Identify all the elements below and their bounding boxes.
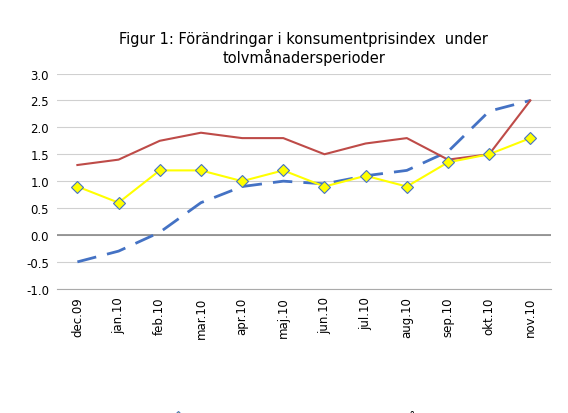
Åland — [486, 152, 492, 157]
Sverige — [115, 201, 122, 206]
Finland — [527, 99, 534, 104]
Åland — [239, 136, 245, 141]
Finland — [74, 260, 81, 265]
Åland — [115, 158, 122, 163]
Åland — [156, 139, 163, 144]
Finland — [321, 182, 328, 187]
Finland — [445, 150, 452, 154]
Sverige — [527, 136, 534, 141]
Finland — [362, 174, 369, 179]
Sverige — [239, 179, 245, 184]
Line: Sverige: Sverige — [73, 135, 534, 207]
Åland — [403, 136, 410, 141]
Finland — [156, 230, 163, 235]
Finland — [239, 185, 245, 190]
Finland — [198, 201, 204, 206]
Åland — [321, 152, 328, 157]
Sverige — [362, 174, 369, 179]
Sverige — [280, 169, 287, 173]
Åland — [445, 158, 452, 163]
Sverige — [403, 185, 410, 190]
Line: Åland: Åland — [77, 101, 531, 166]
Åland — [74, 163, 81, 168]
Åland — [527, 99, 534, 104]
Sverige — [486, 152, 492, 157]
Finland — [403, 169, 410, 173]
Sverige — [74, 185, 81, 190]
Sverige — [156, 169, 163, 173]
Sverige — [445, 160, 452, 165]
Finland — [486, 109, 492, 114]
Åland — [198, 131, 204, 136]
Line: Finland: Finland — [77, 101, 531, 262]
Sverige — [198, 169, 204, 173]
Åland — [362, 142, 369, 147]
Legend: Sverige, Finland, Åland: Sverige, Finland, Åland — [159, 407, 449, 413]
Åland — [280, 136, 287, 141]
Sverige — [321, 185, 328, 190]
Finland — [115, 249, 122, 254]
Finland — [280, 179, 287, 184]
Title: Figur 1: Förändringar i konsumentprisindex  under
tolvmånadersperioder: Figur 1: Förändringar i konsumentprisind… — [119, 31, 488, 66]
